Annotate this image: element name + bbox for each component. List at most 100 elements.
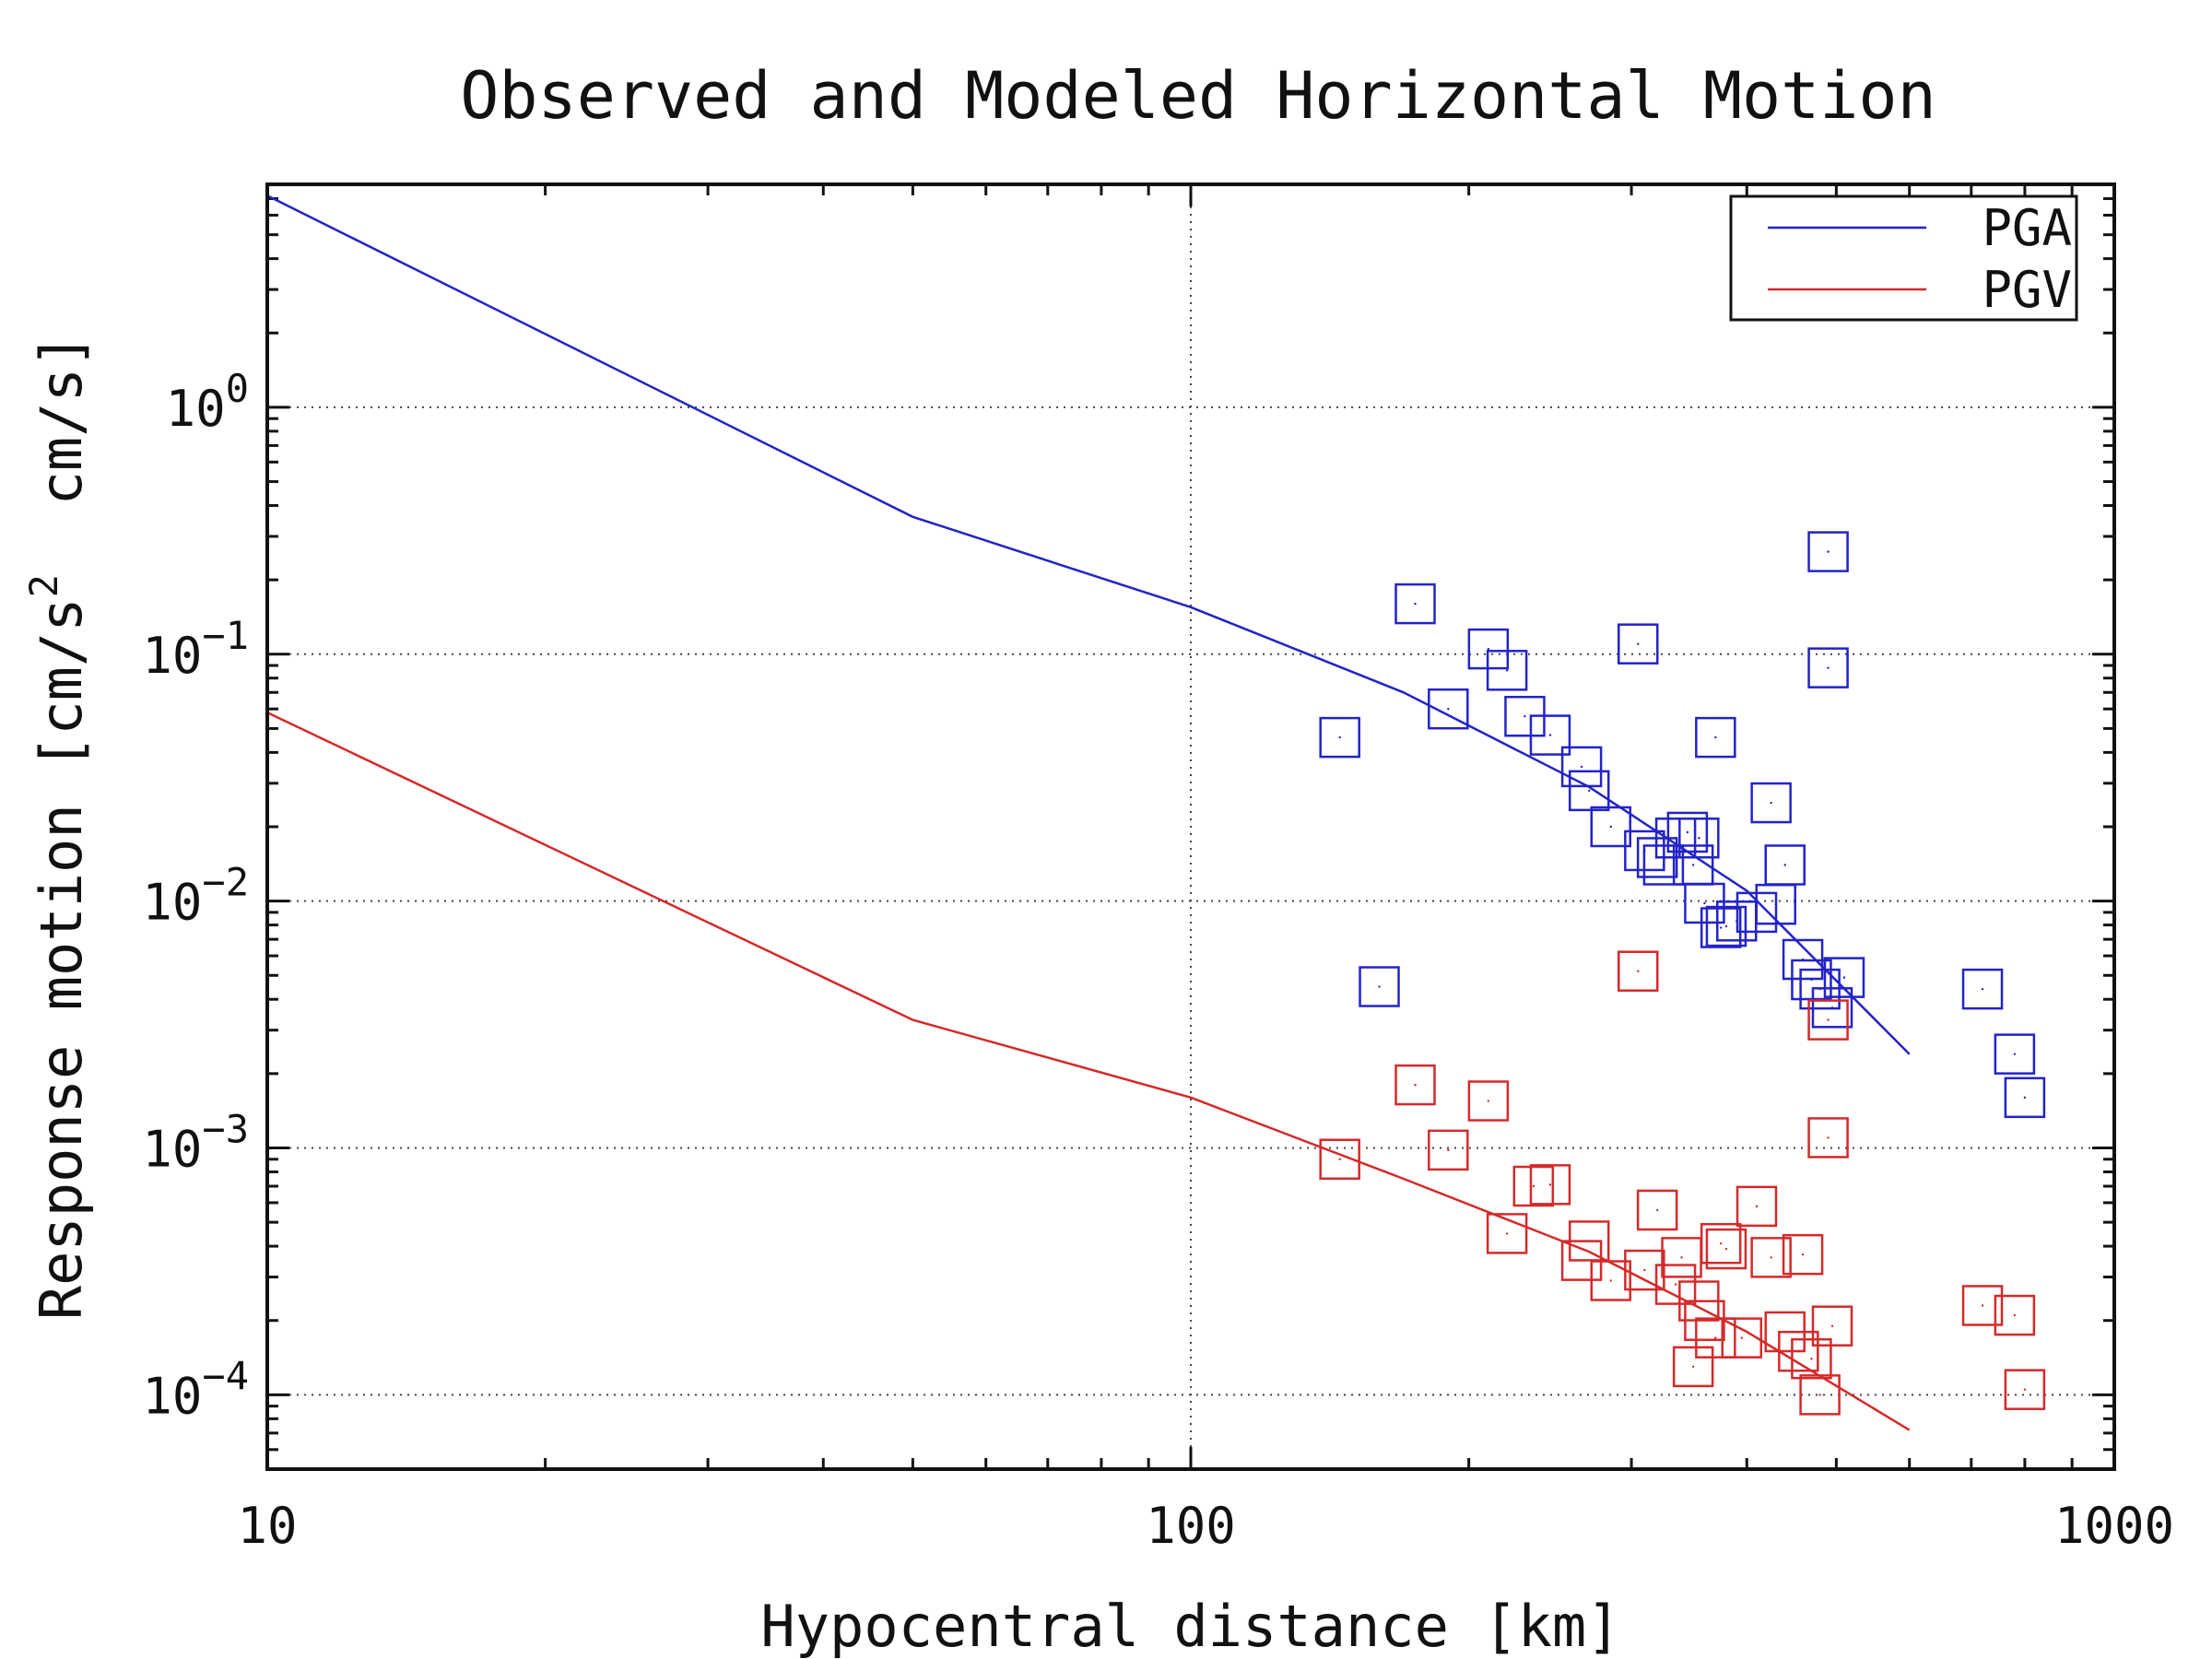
data-point-pgv <box>1807 1117 1849 1159</box>
data-point-center-pgv <box>1703 1319 1706 1322</box>
data-point-pga <box>1823 957 1865 998</box>
data-point-center-pga <box>1827 666 1830 669</box>
data-point-pgv <box>1624 1249 1665 1291</box>
data-point-pga <box>2004 1077 2046 1119</box>
data-point-pga <box>1666 811 1709 853</box>
data-point-pgv <box>1994 1294 2036 1336</box>
data-point-pgv <box>1799 1374 1841 1416</box>
data-point-pga <box>1394 582 1436 625</box>
data-point-center-pgv <box>1414 1083 1417 1087</box>
data-point-pgv <box>1695 1317 1736 1359</box>
data-point-center-pga <box>1810 978 1813 982</box>
data-point-pga <box>1695 716 1736 759</box>
data-point-center-pgv <box>1691 1365 1695 1369</box>
data-point-center-pgv <box>1740 1336 1743 1339</box>
data-point-pgv <box>1394 1064 1436 1106</box>
data-point-center-pgv <box>1674 1283 1677 1286</box>
data-point-center-pga <box>1842 976 1846 979</box>
y-tick-label: 100 <box>166 366 249 438</box>
y-tick-label-base: 10 <box>142 1121 202 1179</box>
data-point-pga <box>1319 716 1360 759</box>
data-point-center-pga <box>1981 987 1984 991</box>
data-point-center-pga <box>1691 864 1695 866</box>
data-point-pga <box>1705 905 1747 947</box>
data-point-center-pgv <box>1770 1256 1772 1259</box>
data-point-pga <box>1654 818 1697 859</box>
y-tick-label: 10−4 <box>142 1353 249 1425</box>
data-point-center-pgv <box>2023 1388 2027 1391</box>
data-point-center-pga <box>1447 707 1450 711</box>
data-point-center-pga <box>1338 735 1341 739</box>
data-point-center-pgv <box>1830 1324 1834 1327</box>
data-point-pga <box>1807 647 1849 688</box>
data-point-center-pga <box>1524 715 1526 718</box>
data-point-pgv <box>1782 1233 1824 1276</box>
data-point-center-pga <box>1703 901 1706 905</box>
data-point-center-pga <box>2013 1053 2017 1055</box>
y-tick-label-exponent: −4 <box>202 1353 249 1398</box>
data-point-pgv <box>1705 1228 1747 1270</box>
y-tick-label: 10−2 <box>142 860 249 932</box>
data-point-center-pga <box>1487 647 1490 651</box>
data-point-pga <box>1684 882 1725 924</box>
data-point-pgv <box>1684 1300 1725 1341</box>
data-point-pga <box>1678 818 1720 859</box>
data-point-center-pga <box>1770 801 1772 805</box>
x-tick-label: 100 <box>1146 1497 1236 1555</box>
data-point-center-pga <box>1662 864 1665 866</box>
data-point-center-pgv <box>1447 1148 1450 1152</box>
y-tick-label: 10−1 <box>142 613 249 685</box>
data-point-center-pgv <box>2013 1313 2017 1317</box>
data-point-center-pga <box>1827 550 1830 553</box>
y-tick-label-base: 10 <box>142 627 202 685</box>
data-point-center-pgv <box>1487 1100 1490 1102</box>
x-tick-label: 1000 <box>2054 1497 2174 1555</box>
data-point-pga <box>1807 531 1849 572</box>
y-axis-label: Response motion [cm/s2 cm/s] <box>21 334 95 1320</box>
grid <box>267 184 2114 1469</box>
data-point-center-pgv <box>1827 1136 1830 1139</box>
data-point-center-pga <box>1505 669 1509 672</box>
x-tick-label: 10 <box>237 1497 297 1555</box>
data-point-pga <box>1486 650 1528 691</box>
data-point-pga <box>1700 907 1742 948</box>
data-point-center-pga <box>1783 864 1786 866</box>
data-point-pgv <box>1529 1164 1571 1206</box>
data-point-center-pga <box>1674 837 1677 840</box>
series-group <box>266 194 2046 1431</box>
data-point-pga <box>1590 806 1632 848</box>
data-point-pga <box>1560 746 1603 788</box>
legend-label-pgv: PGV <box>1982 261 2072 319</box>
data-point-pga <box>1359 966 1400 1007</box>
data-point-pgv <box>1428 1129 1469 1171</box>
data-point-center-pga <box>1714 735 1717 739</box>
data-point-pgv <box>1750 1237 1792 1278</box>
data-point-pgv <box>1791 1337 1832 1380</box>
plot-frame <box>265 182 2116 1471</box>
y-tick-label-base: 10 <box>166 380 226 438</box>
data-point-pgv <box>2004 1369 2046 1410</box>
data-point-pga <box>1791 959 1832 1001</box>
data-point-center-pga <box>1378 985 1381 988</box>
data-point-pga <box>1618 623 1659 665</box>
data-point-center-pga <box>1637 642 1640 645</box>
legend-box <box>1729 194 2078 322</box>
data-point-center-pga <box>1609 825 1612 829</box>
data-point-center-pgv <box>1801 1253 1805 1256</box>
data-point-pga <box>1764 844 1806 886</box>
chart-title: Observed and Modeled Horizontal Motion <box>460 58 1936 134</box>
data-point-pga <box>1994 1033 2036 1075</box>
data-point-pgv <box>1811 1305 1853 1347</box>
data-point-center-pgv <box>1714 1336 1717 1339</box>
data-point-center-pgv <box>1818 1394 1821 1396</box>
y-axis-label-tail: cm/s] <box>28 334 95 574</box>
data-point-pgv <box>1735 1185 1778 1228</box>
data-point-pgv <box>1672 1346 1714 1388</box>
data-point-pga <box>1750 782 1792 824</box>
data-point-pga <box>1529 714 1571 756</box>
y-axis-label-sup: 2 <box>21 574 66 597</box>
data-point-center-pgv <box>1505 1232 1509 1235</box>
data-point-center-pgv <box>1643 1268 1646 1272</box>
